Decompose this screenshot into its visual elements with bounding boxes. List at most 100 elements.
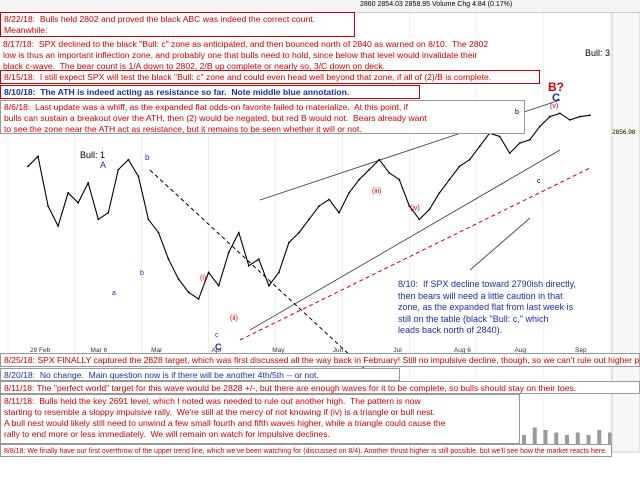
price-point (137, 175, 140, 178)
price-point (107, 211, 110, 214)
wave-label-black-b: b (515, 109, 519, 116)
price-point (247, 264, 250, 267)
volume-bar (532, 427, 537, 450)
price-series (27, 112, 591, 300)
price-point (328, 198, 330, 201)
price-point (498, 135, 501, 138)
annotation-8-11: 8/11/18: Bulls held the key 2691 level, … (0, 394, 520, 444)
price-point (97, 218, 100, 221)
price-point (197, 298, 200, 300)
x-tick-label: Aug 6 (454, 347, 471, 354)
x-tick-label: Mar 6 (91, 347, 108, 354)
wave-label-blue-b-low: b (140, 270, 144, 277)
price-point (508, 152, 511, 154)
annotation-8-10: 8/10/18: The ATH is indeed acting as res… (0, 85, 420, 99)
wave-label-black-c: c (537, 178, 541, 185)
price-point (27, 165, 29, 168)
annotation-8-20: 8/20/18: No change. Main question now is… (0, 368, 400, 381)
price-point (127, 158, 130, 161)
price-point (368, 168, 371, 171)
price-point (207, 271, 210, 274)
lower-channel-line (249, 149, 561, 331)
wave-label-red-iii: (iii) (372, 188, 382, 195)
ticker-values: 2860 2854.03 2858.95 Volume Chg 4.84 (0.… (360, 1, 513, 8)
annotation-8-6: 8/6/18: Last update was a whiff, as the … (0, 100, 525, 134)
wave-label-red-v: (v) (550, 103, 559, 110)
arrow-to-bull-c (469, 217, 531, 271)
annotation-8-8: 8/8/18: We finally have our first overth… (0, 444, 612, 457)
price-point (418, 218, 421, 221)
price-point (579, 115, 581, 118)
price-point (378, 158, 381, 161)
volume-bar (608, 432, 612, 450)
price-point (538, 125, 541, 128)
wave-label-red-b: B? (548, 80, 564, 94)
price-point (448, 178, 451, 181)
price-point (37, 155, 39, 158)
x-tick-label: Mar (151, 347, 163, 354)
price-point (408, 205, 411, 208)
wave-label-bull-3: Bull: 3 (585, 48, 611, 58)
x-tick-label: 29 Feb (30, 347, 51, 354)
annotation-8-25: 8/25/18: SPX FINALLY captured the 2828 t… (0, 353, 640, 367)
wave-label-blue-a-top: A (100, 160, 107, 170)
price-point (177, 278, 180, 280)
price-point (388, 172, 391, 174)
wave-label-red-ii: (ii) (230, 315, 238, 322)
price-point (77, 201, 80, 204)
black-dashed-trendline (149, 169, 421, 421)
price-point (167, 258, 170, 261)
price-point (187, 291, 190, 294)
price-point (528, 138, 531, 141)
price-point (308, 218, 310, 221)
price-point (438, 191, 441, 194)
price-point (558, 112, 561, 115)
x-tick-label: Jul (393, 347, 402, 354)
x-axis-ticks: 29 Feb Mar 6 Mar Apr May Jun Jul Aug 6 Aug Sep (30, 347, 587, 354)
price-point (57, 225, 60, 227)
price-point (398, 178, 401, 181)
x-tick-label: Jun (333, 347, 344, 354)
price-point (348, 191, 351, 194)
wave-label-blue-c-low: c (215, 332, 219, 339)
volume-bar (543, 430, 548, 450)
price-point (277, 271, 280, 274)
price-point (227, 251, 230, 254)
wave-label-red-i: (i) (200, 275, 207, 282)
wave-label-bull-1: Bull: 1 (80, 150, 106, 160)
wave-label-blue-b-top: b (145, 153, 150, 162)
price-last-label: 2856.98 (612, 129, 636, 136)
volume-bar (586, 435, 591, 450)
price-point (518, 142, 521, 145)
x-tick-label: Sep (575, 347, 587, 354)
volume-bar (597, 430, 602, 450)
price-point (298, 231, 300, 234)
x-tick-label: Apr (212, 347, 223, 354)
price-point (318, 205, 320, 208)
volume-bar (565, 435, 569, 450)
price-point (548, 115, 551, 118)
price-point (267, 284, 270, 287)
price-point (237, 231, 240, 234)
wave-label-blue-a-low: a (112, 290, 116, 297)
price-point (428, 208, 431, 211)
x-tick-label: Aug (514, 347, 526, 354)
wave-label-red-iv: (iv) (410, 205, 420, 212)
price-point (589, 114, 591, 117)
annotation-8-17: 8/17/18: SPX declined to the black "Bull… (0, 38, 530, 72)
price-point (157, 231, 160, 234)
volume-bar (522, 435, 526, 450)
price-point (288, 241, 290, 244)
annotation-8-11-target: 8/11/18: The "perfect world" target for … (0, 381, 640, 394)
price-point (47, 205, 49, 208)
volume-bar (575, 432, 580, 450)
price-point (458, 165, 461, 168)
price-point (87, 181, 90, 184)
price-point (67, 191, 70, 194)
annotation-8-15: 8/15/18: I still expect SPX will test th… (0, 70, 540, 84)
volume-bar (554, 432, 559, 450)
mid-blue-annotation: 8/10: If SPX decline toward 2790ish dire… (398, 279, 576, 335)
price-point (358, 178, 361, 181)
price-point (569, 118, 571, 121)
wave-label-blue-c-low-2: C (215, 342, 222, 352)
